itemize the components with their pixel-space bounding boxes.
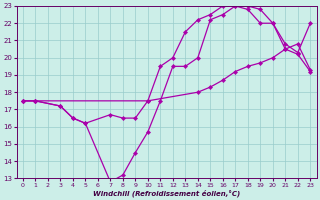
X-axis label: Windchill (Refroidissement éolien,°C): Windchill (Refroidissement éolien,°C) — [93, 189, 240, 197]
